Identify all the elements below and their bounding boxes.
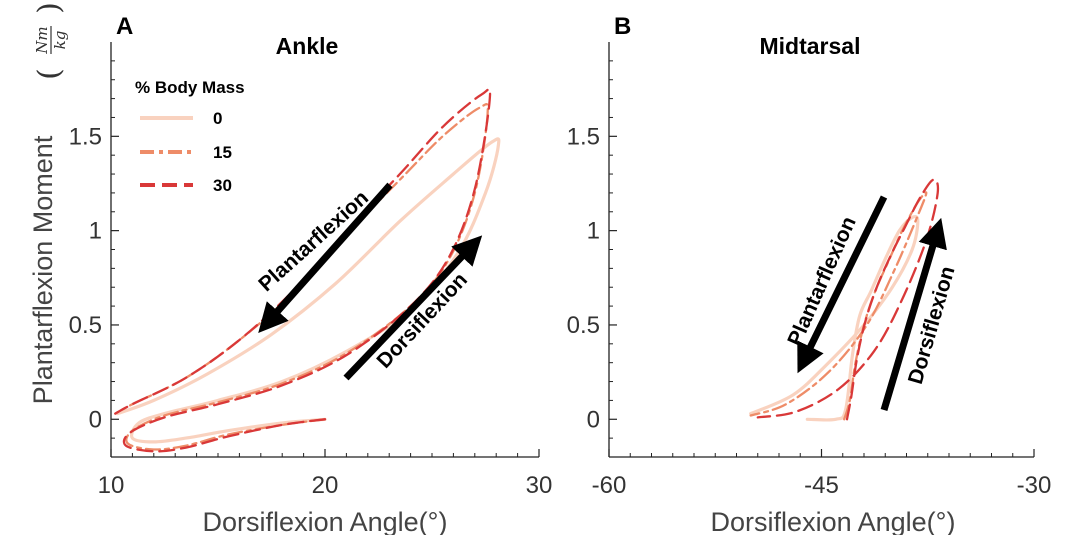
y-tick-label-b: 1 [587, 218, 600, 245]
y-tick-label-b: 0.5 [567, 312, 600, 339]
y-axis-label: Plantarflexion Moment [28, 135, 58, 404]
y-tick-label-a: 0.5 [69, 312, 102, 339]
y-tick-label-a: 0 [89, 406, 102, 433]
legend: % Body Mass 0 15 30 [135, 78, 245, 195]
y-tick-label-a: 1 [89, 218, 102, 245]
y-tick-label-a: 1.5 [69, 123, 102, 150]
plantarflexion-label-a: Plantarflexion [254, 186, 373, 296]
unit-numerator: Nm [33, 26, 51, 54]
series-line-a-15 [114, 102, 489, 451]
unit-paren-open: ( [32, 68, 67, 80]
legend-label-0: 0 [213, 109, 222, 128]
y-axis-unit: ( Nm kg ) [32, 2, 69, 80]
x-tick-label-b: -60 [592, 472, 627, 499]
x-tick-label-a: 10 [98, 472, 125, 499]
panel-title-ankle: Ankle [276, 33, 339, 59]
panel-title-midtarsal: Midtarsal [760, 33, 861, 59]
y-tick-label-b: 0 [587, 406, 600, 433]
series-line-b-30 [756, 178, 940, 421]
dorsiflexion-label-a: Dorsiflexion [372, 268, 472, 372]
plot-area-b: 0 0.5 1 1.5 -60 -45 -30 [567, 42, 1052, 499]
plantarflexion-arrow-b [797, 195, 888, 374]
panel-letter-b: B [614, 13, 631, 40]
legend-entry-15: 15 [140, 143, 232, 162]
legend-title: % Body Mass [135, 78, 245, 97]
x-axis-label-a: Dorsiflexion Angle(°) [203, 507, 448, 535]
unit-denominator: kg [51, 31, 69, 50]
ticks-a: 0 0.5 1 1.5 10 20 30 [69, 60, 553, 499]
legend-label-30: 30 [213, 176, 232, 195]
panel-b: B Midtarsal 0 0.5 1 1.5 -60 -45 -30 Dorsiflexi… [567, 13, 1052, 535]
legend-entry-30: 30 [140, 176, 232, 195]
dorsiflexion-arrow-b [880, 217, 947, 411]
x-tick-label-a: 20 [312, 472, 339, 499]
series-group-b [749, 178, 940, 422]
panel-letter-a: A [116, 13, 133, 40]
legend-label-15: 15 [213, 143, 232, 162]
x-axis-label-b: Dorsiflexion Angle(°) [711, 507, 956, 535]
dorsiflexion-arrow-a [343, 235, 483, 381]
legend-entry-0: 0 [140, 109, 222, 128]
ticks-b: 0 0.5 1 1.5 -60 -45 -30 [567, 60, 1052, 499]
plantarflexion-arrow-a [258, 182, 393, 333]
series-group-a [114, 87, 501, 453]
unit-paren-close: ) [32, 2, 67, 14]
x-tick-label-b: -30 [1017, 472, 1052, 499]
y-tick-label-b: 1.5 [567, 123, 600, 150]
x-tick-label-b: -45 [804, 472, 839, 499]
panel-a: A Ankle 0 0.5 1 1.5 10 20 30 Plantarflexion Mo… [28, 2, 552, 535]
plot-area-a: 0 0.5 1 1.5 10 20 30 [69, 42, 553, 499]
x-tick-label-a: 30 [526, 472, 553, 499]
